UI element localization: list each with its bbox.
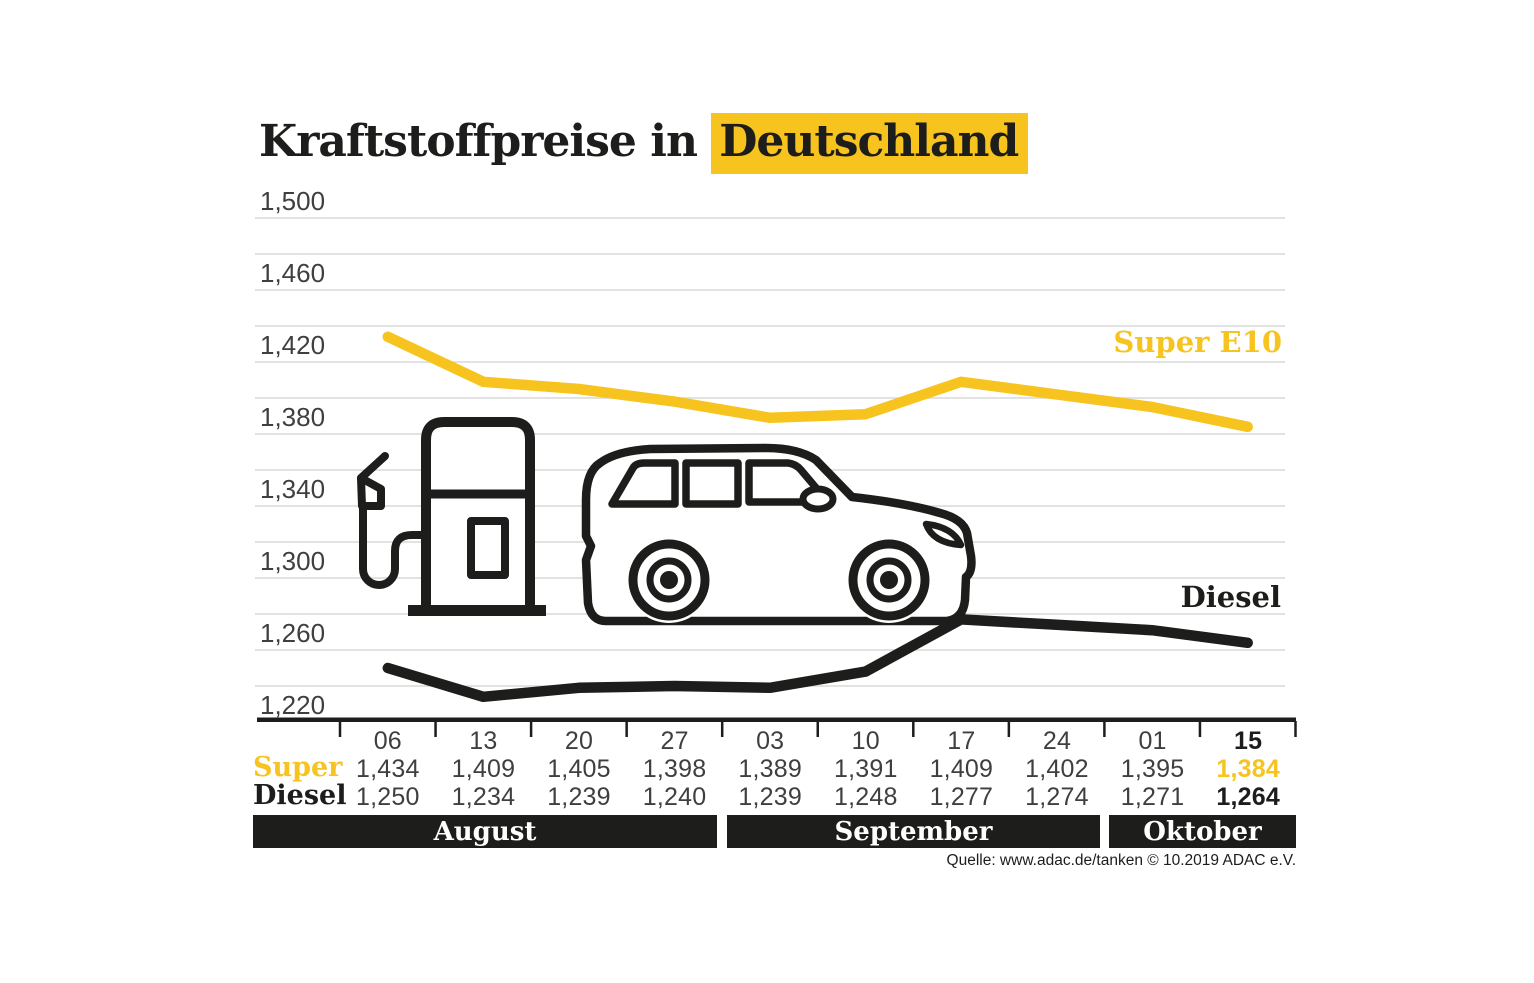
page-title-prefix: Kraftstoffpreise in <box>259 116 698 167</box>
page-title: Kraftstoffpreise in Deutschland <box>259 113 1029 174</box>
source-credit: Quelle: www.adac.de/tanken © 10.2019 ADA… <box>946 852 1296 869</box>
super-value: 1,391 <box>833 755 898 783</box>
car-icon <box>581 443 976 626</box>
date-label: 20 <box>564 727 594 755</box>
diesel-value: 1,264 <box>1216 783 1280 811</box>
date-label: 13 <box>469 727 498 755</box>
gridlines <box>255 217 1285 687</box>
super-value: 1,405 <box>547 755 611 783</box>
month-band-august: August <box>253 815 717 848</box>
diesel-value: 1,234 <box>451 783 516 811</box>
date-label: 10 <box>851 727 880 755</box>
super-value: 1,409 <box>451 755 516 783</box>
diesel-value: 1,277 <box>929 783 994 811</box>
date-label: 27 <box>660 727 689 755</box>
page-title-highlight: Deutschland <box>711 113 1029 174</box>
super-value: 1,384 <box>1216 755 1280 783</box>
super-value: 1,402 <box>1025 755 1089 783</box>
series-lines <box>382 331 1253 703</box>
super-value: 1,434 <box>356 755 420 783</box>
date-label: 24 <box>1042 727 1072 755</box>
series-label-diesel: Diesel <box>1180 580 1281 614</box>
table-row-label-super: Super <box>253 752 343 783</box>
month-band-oktober-label: Oktober <box>1143 816 1262 847</box>
y-tick-label: 1,220 <box>260 690 325 720</box>
front-wheel <box>846 537 932 623</box>
y-axis-labels: 1,500 1,460 1,420 1,380 1,340 1,300 1,260 1,220 <box>260 186 325 720</box>
y-tick-label: 1,380 <box>260 402 325 432</box>
month-band-august-label: August <box>433 816 537 847</box>
date-labels-row: 06 13 20 27 03 10 17 24 01 15 <box>340 727 1296 756</box>
fuel-pump-icon <box>357 417 546 616</box>
super-value: 1,409 <box>929 755 994 783</box>
super-value: 1,389 <box>738 755 802 783</box>
super-value: 1,395 <box>1120 755 1185 783</box>
date-label: 17 <box>947 727 976 755</box>
super-values-row: 1,434 1,409 1,405 1,398 1,389 1,391 1,409 1,402… <box>340 755 1296 784</box>
diesel-values-row: 1,250 1,234 1,239 1,240 1,239 1,248 1,277 1,274… <box>340 783 1296 812</box>
date-label: 06 <box>373 727 402 755</box>
diesel-value: 1,248 <box>833 783 898 811</box>
y-tick-label: 1,340 <box>260 474 325 504</box>
y-tick-label: 1,420 <box>260 330 325 360</box>
rear-wheel <box>626 537 712 623</box>
month-band-september: September <box>727 815 1100 848</box>
date-label: 01 <box>1138 727 1167 755</box>
series-label-super-e10: Super E10 <box>1113 325 1282 359</box>
diesel-value: 1,239 <box>547 783 611 811</box>
y-tick-label: 1,500 <box>260 186 325 216</box>
diesel-value: 1,271 <box>1120 783 1185 811</box>
y-tick-label: 1,260 <box>260 618 325 648</box>
x-axis-line <box>257 717 1296 722</box>
month-band-september-label: September <box>834 816 993 847</box>
table-row-label-diesel: Diesel <box>253 780 347 811</box>
series-line-diesel <box>382 614 1253 703</box>
y-tick-label: 1,300 <box>260 546 325 576</box>
diesel-value: 1,250 <box>356 783 420 811</box>
super-value: 1,398 <box>642 755 707 783</box>
date-label: 03 <box>756 727 785 755</box>
date-label: 15 <box>1234 727 1263 755</box>
y-tick-label: 1,460 <box>260 258 325 288</box>
diesel-value: 1,274 <box>1025 783 1089 811</box>
diesel-value: 1,239 <box>738 783 802 811</box>
diesel-value: 1,240 <box>642 783 707 811</box>
month-band-oktober: Oktober <box>1109 815 1296 848</box>
